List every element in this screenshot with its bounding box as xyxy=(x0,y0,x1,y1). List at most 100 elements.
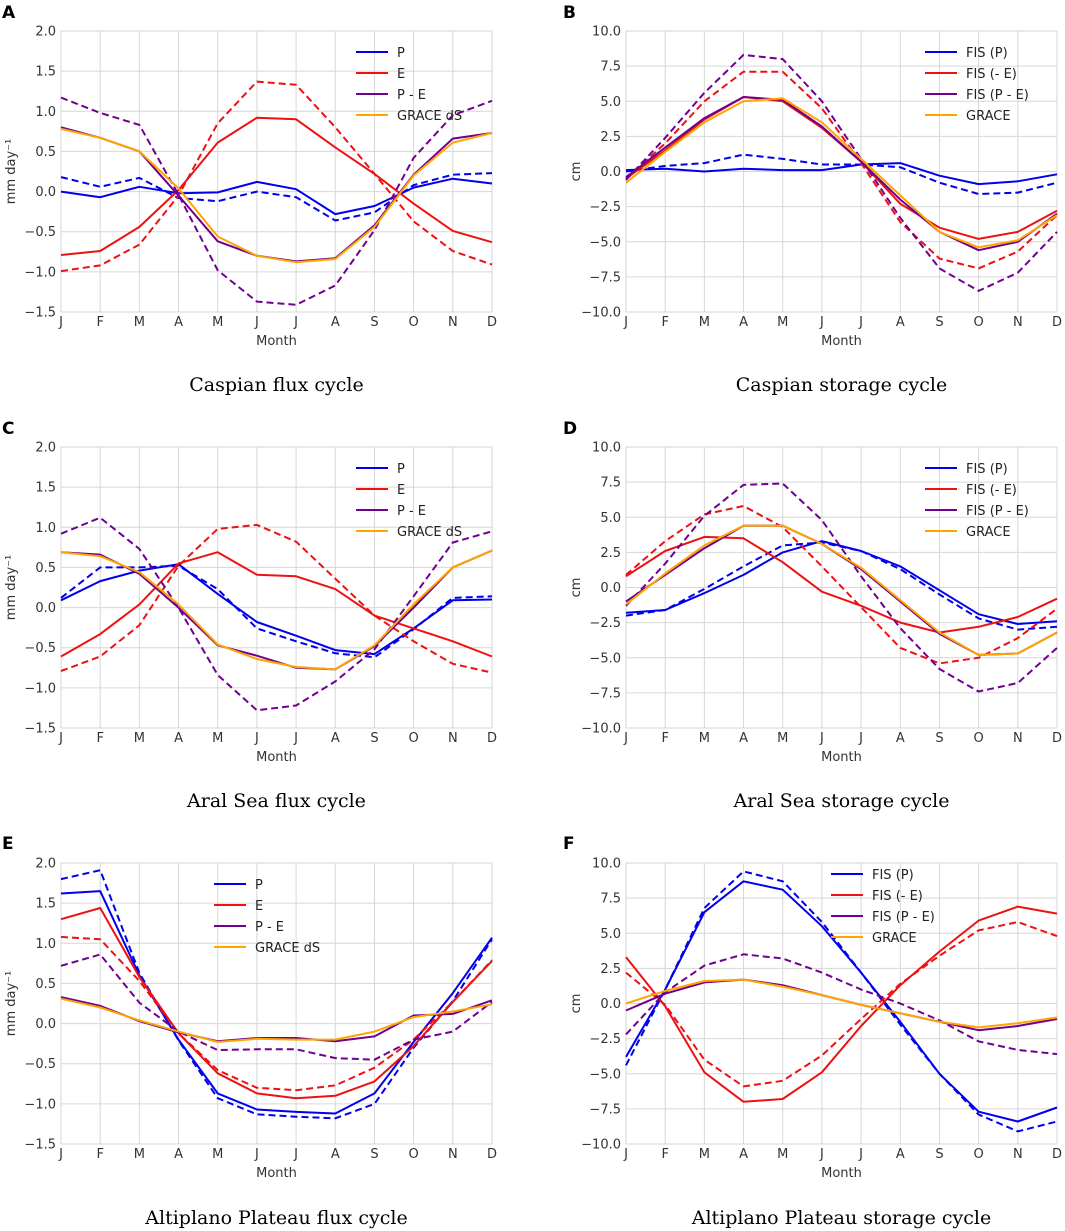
y-tick-label: −10.0 xyxy=(581,722,621,737)
y-tick-label: 0.0 xyxy=(35,601,56,616)
series-line-p-e-dashed xyxy=(60,96,493,306)
series-line-fis-e-solid xyxy=(625,535,1058,634)
x-tick-label: D xyxy=(487,315,497,330)
x-tick-label: O xyxy=(409,731,419,746)
y-axis-label: mm day⁻¹ xyxy=(4,139,19,204)
x-tick-label: J xyxy=(254,315,259,330)
x-tick-label: S xyxy=(370,731,378,746)
x-tick-label: A xyxy=(896,1147,905,1162)
x-tick-label: M xyxy=(699,315,710,330)
y-tick-label: 10.0 xyxy=(592,857,621,872)
legend: PE P - E GRACE dS xyxy=(356,46,462,124)
legend-label: GRACE xyxy=(966,525,1011,540)
y-tick-label: 7.5 xyxy=(600,60,621,75)
x-tick-label: F xyxy=(661,731,668,746)
series-line-p-e-dashed xyxy=(60,516,493,712)
x-tick-label: M xyxy=(699,731,710,746)
series-line-fis-e-solid xyxy=(625,905,1058,1103)
panel-letter: B xyxy=(563,3,576,23)
y-tick-label: 0.0 xyxy=(35,185,56,200)
x-tick-label: J xyxy=(623,315,628,330)
x-tick-label: J xyxy=(293,1147,298,1162)
y-axis-label: cm xyxy=(569,994,584,1014)
series-line-grace-solid xyxy=(625,524,1058,656)
legend-label: P xyxy=(397,46,405,61)
series-line-fis-p-e-solid xyxy=(625,96,1058,252)
y-tick-label: 0.0 xyxy=(600,581,621,596)
panel-caption: Altiplano Plateau storage cycle xyxy=(691,1207,991,1229)
legend-label: GRACE dS xyxy=(255,941,320,956)
x-tick-label: F xyxy=(96,731,103,746)
y-tick-label: 5.0 xyxy=(600,927,621,942)
x-tick-label: J xyxy=(254,1147,259,1162)
y-tick-label: −1.0 xyxy=(24,1097,56,1112)
x-tick-label: M xyxy=(134,315,145,330)
series-line-fis-p-dashed xyxy=(625,541,1058,631)
panel-letter: E xyxy=(2,834,14,854)
series-line-grace-ds-solid xyxy=(60,127,493,264)
y-tick-label: 7.5 xyxy=(600,892,621,907)
x-tick-label: A xyxy=(331,1147,340,1162)
x-tick-label: A xyxy=(739,1147,748,1162)
y-tick-label: −2.5 xyxy=(589,1032,621,1047)
series-line-fis-p-e-solid xyxy=(625,978,1058,1032)
x-tick-label: N xyxy=(448,731,458,746)
y-tick-label: 10.0 xyxy=(592,25,621,40)
y-tick-label: 0.5 xyxy=(35,977,56,992)
y-tick-label: 2.0 xyxy=(35,857,56,872)
y-tick-label: −10.0 xyxy=(581,306,621,321)
x-tick-label: D xyxy=(1052,1147,1062,1162)
legend-label: FIS (- E) xyxy=(966,483,1017,498)
x-tick-label: D xyxy=(1052,315,1062,330)
x-tick-label: A xyxy=(174,315,183,330)
y-tick-label: −5.0 xyxy=(589,651,621,666)
y-tick-label: 1.5 xyxy=(35,481,56,496)
panel-b: B J F M A M J J A S O N D −10.0 −7.5 −5.0 −2.5 0.0 2.5 5.0 7… xyxy=(563,3,1062,396)
y-tick-label: −0.5 xyxy=(24,225,56,240)
y-axis-label: mm day⁻¹ xyxy=(4,971,19,1036)
legend: FIS (P) FIS (- E) FIS (P - E) GRACE xyxy=(925,46,1029,124)
y-tick-label: −10.0 xyxy=(581,1138,621,1153)
x-axis-label: Month xyxy=(256,750,297,765)
y-tick-label: 1.0 xyxy=(35,937,56,952)
y-tick-label: 2.0 xyxy=(35,25,56,40)
legend-label: E xyxy=(397,67,405,82)
y-tick-label: 1.0 xyxy=(35,105,56,120)
x-tick-label: J xyxy=(293,315,298,330)
legend-label: FIS (- E) xyxy=(872,889,923,904)
series-line-p-solid xyxy=(60,177,493,216)
legend-label: GRACE xyxy=(872,931,917,946)
x-axis-label: Month xyxy=(256,1166,297,1181)
x-tick-label: N xyxy=(1013,731,1023,746)
y-axis-label: cm xyxy=(569,578,584,598)
panel-d: D J F M A M J J A S O N D −10.0 −7.5 −5.0 −2.5 0.0 2.5 5.0 7… xyxy=(563,419,1062,812)
series-line-e-solid xyxy=(60,116,493,256)
legend: FIS (P) FIS (- E) FIS (P - E) GRACE xyxy=(925,462,1029,540)
legend-label: FIS (P) xyxy=(966,462,1008,477)
series-line-e-dashed xyxy=(60,935,493,1092)
x-tick-label: J xyxy=(819,315,824,330)
legend: FIS (P) FIS (- E) FIS (P - E) GRACE xyxy=(831,868,935,946)
x-tick-label: M xyxy=(212,1147,223,1162)
panel-letter: C xyxy=(2,419,14,439)
series-line-grace-solid xyxy=(625,97,1058,249)
x-tick-label: M xyxy=(134,1147,145,1162)
panel-letter: A xyxy=(2,3,16,23)
y-tick-label: −0.5 xyxy=(24,1057,56,1072)
x-tick-label: N xyxy=(448,315,458,330)
legend: PE P - E GRACE dS xyxy=(214,878,320,956)
x-tick-label: S xyxy=(935,1147,943,1162)
panel-caption: Altiplano Plateau flux cycle xyxy=(144,1207,407,1229)
x-tick-label: J xyxy=(58,1147,63,1162)
series-line-p-e-dashed xyxy=(60,953,493,1061)
x-tick-label: M xyxy=(212,731,223,746)
legend-label: P - E xyxy=(397,504,426,519)
y-tick-label: 0.5 xyxy=(35,145,56,160)
x-tick-label: N xyxy=(448,1147,458,1162)
series-line-e-solid xyxy=(60,907,493,1100)
series-line-e-solid xyxy=(60,551,493,658)
y-tick-label: 5.0 xyxy=(600,511,621,526)
x-tick-label: A xyxy=(896,731,905,746)
series-line-fis-p-dashed xyxy=(625,870,1058,1133)
y-tick-label: 1.0 xyxy=(35,521,56,536)
